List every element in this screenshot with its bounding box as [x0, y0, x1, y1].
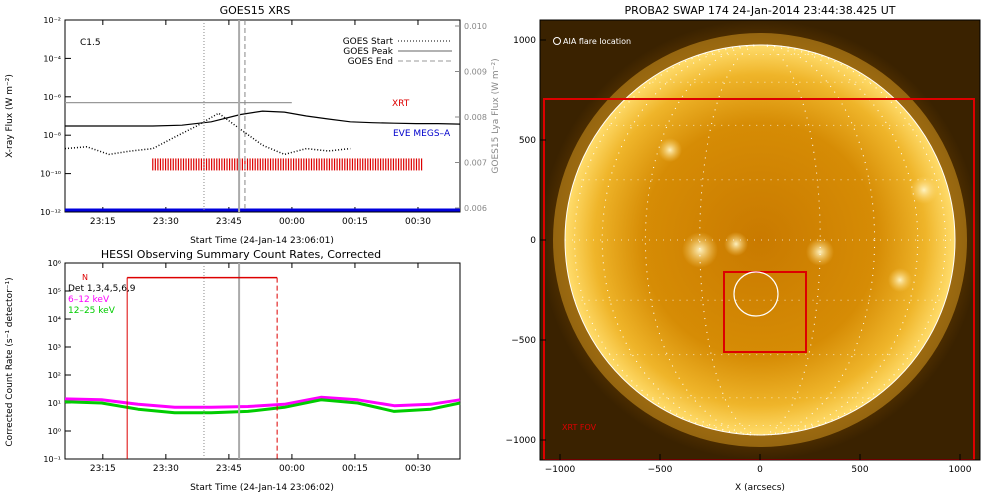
flare-fov-box [723, 271, 807, 353]
y-tick-label: 10¹ [48, 399, 61, 408]
swap-fov-label: XRT FOV [562, 423, 597, 432]
swap-y-tick-label: −500 [511, 336, 536, 346]
active-region [682, 232, 718, 268]
goes-series-short [64, 112, 351, 156]
swap-data-layer [543, 33, 975, 460]
swap-xlabel: X (arcsecs) [735, 483, 785, 493]
y-right-tick-label: 0.006 [464, 204, 487, 213]
x-tick-label: 23:30 [153, 464, 179, 474]
x-tick-label: 23:15 [90, 464, 116, 474]
goes-ylabel-right: GOES15 Lya Flux (W m⁻²) [491, 58, 501, 173]
hessi-n-label: N [82, 273, 88, 282]
x-tick-label: 00:30 [405, 464, 431, 474]
goes-eve-label: EVE MEGS–A [393, 129, 451, 139]
x-tick-label: 23:45 [216, 464, 242, 474]
y-right-tick-label: 0.010 [464, 22, 487, 31]
x-tick-label: 23:30 [153, 217, 179, 227]
y-tick-label: 10² [48, 371, 61, 380]
active-region [806, 238, 834, 266]
y-tick-label: 10⁵ [48, 287, 61, 296]
y-right-tick-label: 0.009 [464, 68, 487, 77]
active-region [658, 138, 682, 162]
swap-y-tick-label: 1000 [513, 36, 536, 46]
x-tick-label: 23:15 [90, 217, 116, 227]
hessi-title: HESSI Observing Summary Count Rates, Cor… [101, 248, 381, 261]
x-tick-label: 00:15 [342, 217, 368, 227]
swap-y-tick-label: 500 [519, 136, 536, 146]
goes-legend-peak: GOES Peak [343, 47, 393, 57]
x-tick-label: 00:00 [279, 217, 305, 227]
swap-x-tick-label: −1000 [545, 465, 576, 475]
hessi-panel: HESSI Observing Summary Count Rates, Cor… [5, 248, 461, 493]
goes-ylabel: X-ray Flux (W m⁻²) [5, 74, 15, 158]
sun-disk [565, 45, 955, 435]
active-region [888, 268, 912, 292]
hessi-data-layer: 23:15 23:30 23:45 00:00 00:15 00:30 10⁻¹ 10⁰ 10¹… [43, 259, 461, 474]
swap-x-tick-label: 500 [851, 465, 868, 475]
swap-title: PROBA2 SWAP 174 24-Jan-2014 23:44:38.425… [624, 4, 895, 17]
xrt-fov-box [543, 98, 975, 460]
swap-overlay-label: AIA flare location [563, 37, 631, 46]
x-tick-label: 00:15 [342, 464, 368, 474]
x-tick-label: 00:30 [405, 217, 431, 227]
y-tick-label: 10⁻² [43, 16, 61, 25]
y-tick-label: 10³ [48, 343, 61, 352]
overlay-legend-marker [553, 37, 561, 45]
aia-flare-circle [733, 271, 779, 317]
y-tick-label: 10⁻⁶ [43, 93, 61, 102]
goes-legend: GOES Start GOES Peak GOES End [343, 37, 452, 67]
goes-legend-end: GOES End [348, 57, 393, 67]
goes-xrt-label: XRT [392, 99, 410, 109]
goes-series-long [65, 110, 461, 127]
y-tick-label: 10⁻¹ [43, 455, 61, 464]
goes-flare-class: C1.5 [80, 38, 101, 48]
x-tick-label: 23:45 [216, 217, 242, 227]
y-tick-label: 10⁻¹⁰ [40, 170, 61, 179]
hessi-series [64, 395, 461, 409]
x-tick-label: 00:00 [279, 464, 305, 474]
swap-y-tick-label: −1000 [506, 436, 537, 446]
active-region [910, 176, 938, 204]
hessi-xlabel: Start Time (24-Jan-14 23:06:02) [190, 483, 334, 493]
y-tick-label: 10⁴ [48, 315, 61, 324]
swap-y-tick-label: 0 [530, 236, 536, 246]
goes-data-layer: 23:15 23:30 23:45 00:00 00:15 00:30 10⁻¹² 10⁻¹⁰… [40, 16, 487, 227]
sun-limb-circle [564, 44, 956, 436]
y-tick-label: 10⁶ [48, 259, 61, 268]
goes-plot-frame [64, 19, 461, 213]
swap-x-tick-label: 0 [757, 465, 763, 475]
y-tick-label: 10⁰ [48, 427, 61, 436]
goes-title: GOES15 XRS [220, 4, 291, 17]
hessi-legend-high: 12–25 keV [68, 306, 116, 316]
hessi-series [64, 398, 461, 415]
hessi-plot-frame [64, 262, 461, 460]
y-tick-label: 10⁻¹² [40, 208, 61, 217]
swap-x-tick-label: −500 [648, 465, 673, 475]
goes-xlabel: Start Time (24-Jan-14 23:06:01) [190, 236, 334, 246]
swap-panel: PROBA2 SWAP 174 24-Jan-2014 23:44:38.425… [506, 4, 981, 493]
hessi-legend-low: 6–12 keV [68, 295, 110, 305]
goes-panel: GOES15 XRS 23:15 23:30 23:45 00:00 00:15 00:3… [5, 4, 501, 246]
y-tick-label: 10⁻⁴ [43, 54, 61, 63]
swap-x-tick-label: 1000 [949, 465, 972, 475]
goes-legend-start: GOES Start [343, 37, 394, 47]
longitude-line [699, 44, 821, 436]
active-region [724, 232, 748, 256]
y-right-tick-label: 0.007 [464, 159, 487, 168]
hessi-legend-det: Det 1,3,4,5,6,9 [68, 284, 136, 294]
y-tick-label: 10⁻⁸ [43, 131, 61, 140]
y-right-tick-label: 0.008 [464, 113, 487, 122]
hessi-ylabel: Corrected Count Rate (s⁻¹ detector⁻¹) [5, 277, 15, 446]
